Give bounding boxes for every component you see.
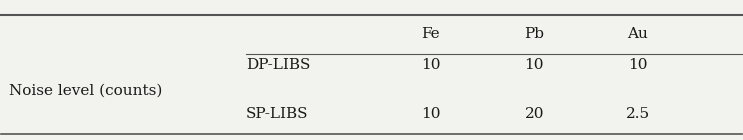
Text: DP-LIBS: DP-LIBS [246, 58, 310, 72]
Text: Fe: Fe [421, 27, 440, 41]
Text: 10: 10 [421, 107, 441, 121]
Text: 20: 20 [525, 107, 544, 121]
Text: Au: Au [628, 27, 649, 41]
Text: SP-LIBS: SP-LIBS [246, 107, 308, 121]
Text: Noise level (counts): Noise level (counts) [9, 84, 162, 98]
Text: 2.5: 2.5 [626, 107, 650, 121]
Text: 10: 10 [629, 58, 648, 72]
Text: 10: 10 [525, 58, 544, 72]
Text: Pb: Pb [525, 27, 545, 41]
Text: 10: 10 [421, 58, 441, 72]
